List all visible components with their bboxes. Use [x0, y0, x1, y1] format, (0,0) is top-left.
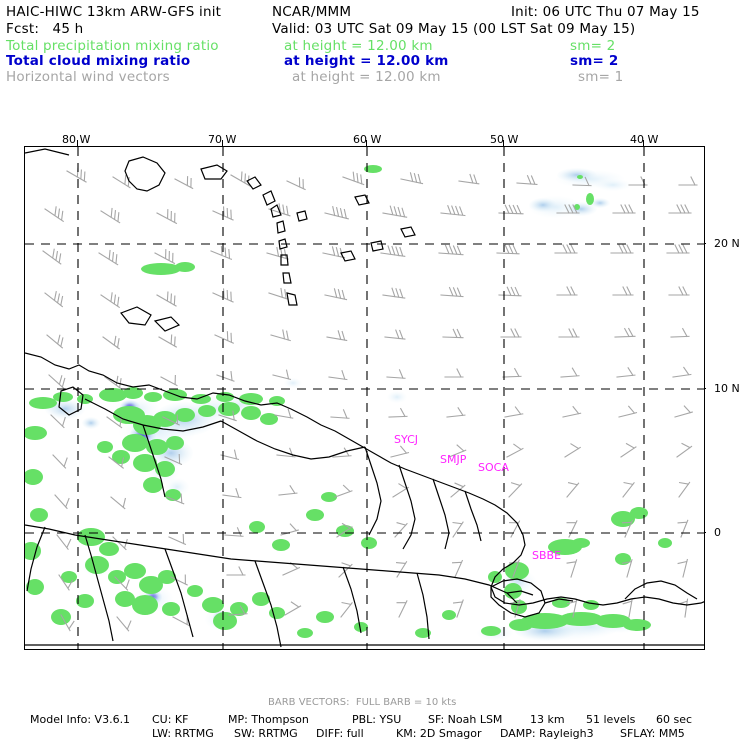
station-label-soca[interactable]: SOCA — [478, 461, 509, 474]
lon-tick-60w — [366, 140, 367, 146]
precip-mixing-ratio-layer — [25, 165, 672, 638]
lon-tick-70w — [222, 140, 223, 146]
lon-tick-50w — [503, 140, 504, 146]
timestep-label: 60 sec — [656, 713, 693, 726]
lon-label-50w: 50 W — [490, 133, 519, 146]
diff-scheme-label: DIFF: full — [316, 727, 364, 740]
field-precip-height: at height = 12.00 km — [284, 38, 433, 54]
field-wind-height: at height = 12.00 km — [292, 69, 441, 85]
field-precip-name: Total precipitation mixing ratio — [6, 38, 219, 54]
field-wind-sm: sm= 1 — [578, 69, 624, 85]
lw-scheme-label: LW: RRTMG — [152, 727, 214, 740]
field-precip-sm: sm= 2 — [570, 38, 616, 54]
valid-time-label: Valid: 03 UTC Sat 09 May 15 (00 LST Sat … — [272, 21, 636, 37]
forecast-hour-label: Fcst: 45 h — [6, 21, 84, 37]
init-time-label: Init: 06 UTC Thu 07 May 15 — [511, 4, 700, 20]
pbl-scheme-label: PBL: YSU — [352, 713, 402, 726]
coastline-layer — [25, 148, 704, 648]
map-panel[interactable]: SYCJ SMJP SOCA SBBE — [24, 146, 705, 650]
lon-tick-40w — [643, 140, 644, 146]
model-info-label: Model Info: V3.6.1 — [30, 713, 131, 726]
barb-legend-note: BARB VECTORS: FULL BARB = 10 kts — [268, 697, 457, 708]
institution-label: NCAR/MMM — [272, 4, 352, 20]
lat-label-20n: 20 N — [714, 237, 740, 250]
levels-label: 51 levels — [586, 713, 636, 726]
sflay-scheme-label: SFLAY: MM5 — [620, 727, 685, 740]
field-cloud-height: at height = 12.00 km — [284, 53, 449, 69]
sw-scheme-label: SW: RRTMG — [234, 727, 298, 740]
station-label-sbbe[interactable]: SBBE — [532, 549, 561, 562]
lon-label-80w: 80 W — [62, 133, 91, 146]
mp-scheme-label: MP: Thompson — [228, 713, 309, 726]
station-label-smjp[interactable]: SMJP — [440, 453, 467, 466]
lon-label-60w: 60 W — [353, 133, 382, 146]
station-label-sycj[interactable]: SYCJ — [394, 433, 418, 446]
field-cloud-sm: sm= 2 — [570, 53, 619, 69]
model-title: HAIC-HIWC 13km ARW-GFS init — [6, 4, 222, 20]
lat-label-10n: 10 N — [714, 382, 740, 395]
damp-scheme-label: DAMP: Rayleigh3 — [500, 727, 594, 740]
field-wind-name: Horizontal wind vectors — [6, 69, 170, 85]
lon-label-70w: 70 W — [208, 133, 237, 146]
cu-scheme-label: CU: KF — [152, 713, 189, 726]
km-scheme-label: KM: 2D Smagor — [396, 727, 482, 740]
graticule-layer — [25, 147, 704, 649]
station-label-layer: SYCJ SMJP SOCA SBBE — [394, 433, 561, 562]
resolution-label: 13 km — [530, 713, 565, 726]
lon-tick-80w — [77, 140, 78, 146]
map-canvas: SYCJ SMJP SOCA SBBE — [25, 147, 704, 649]
field-cloud-name: Total cloud mixing ratio — [6, 53, 191, 69]
lat-label-0: 0 — [714, 526, 721, 539]
lon-label-40w: 40 W — [630, 133, 659, 146]
sf-scheme-label: SF: Noah LSM — [428, 713, 503, 726]
